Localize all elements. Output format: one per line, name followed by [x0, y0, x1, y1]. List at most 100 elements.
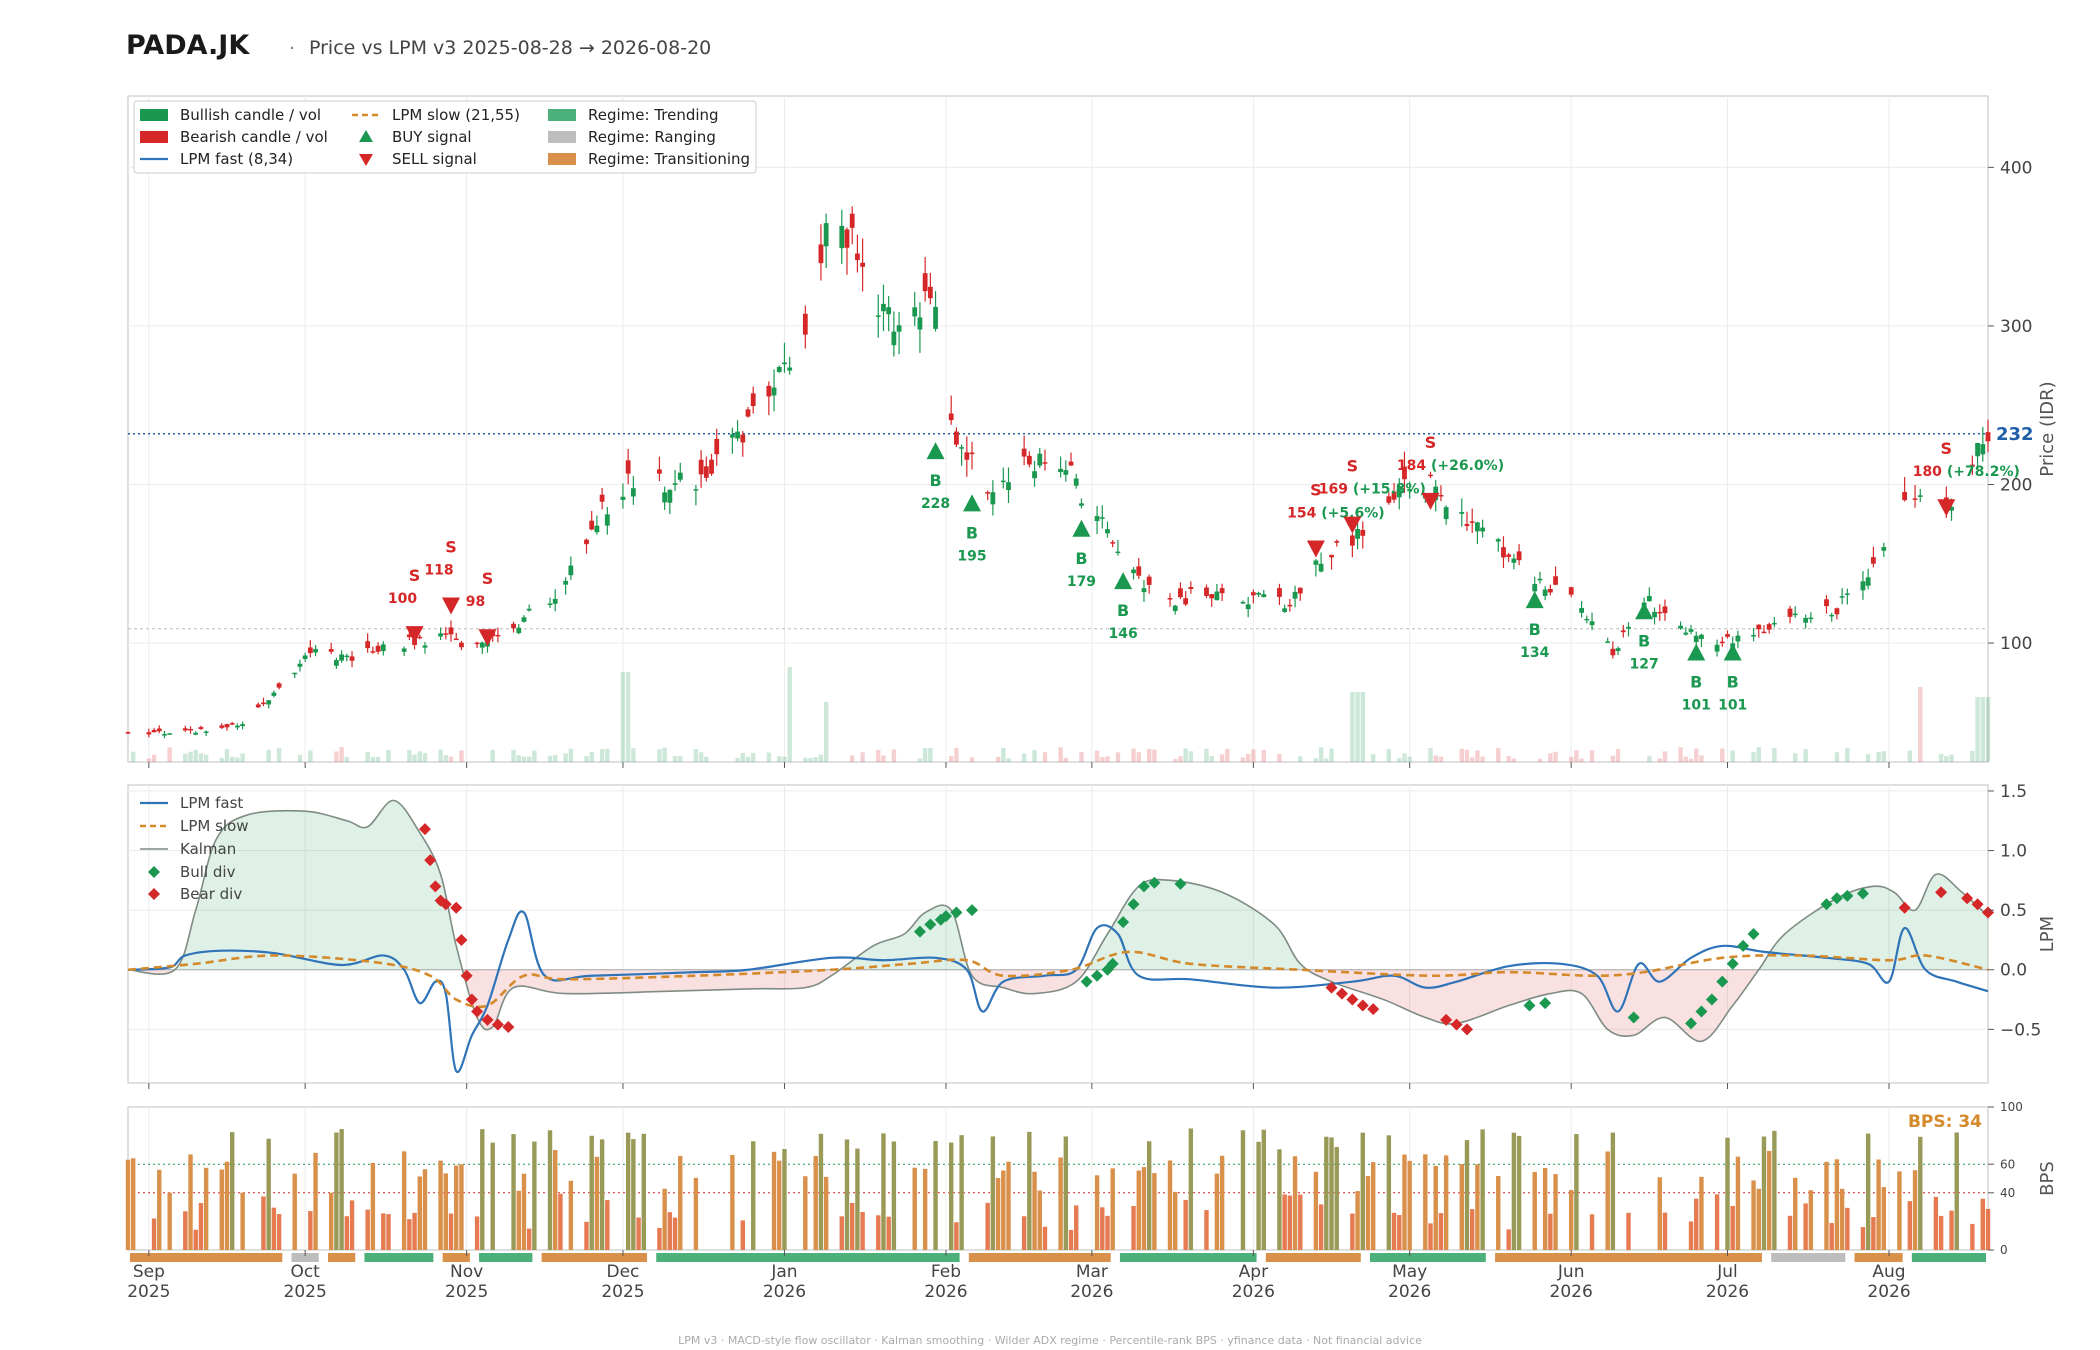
regime-bar [1771, 1253, 1846, 1262]
volume-bar [1225, 748, 1230, 762]
candle-body [1902, 491, 1908, 501]
candle-body [657, 469, 662, 474]
bps-bar [1032, 1171, 1037, 1250]
candle-body [818, 244, 824, 264]
volume-bar [1006, 758, 1011, 762]
candle-body [516, 627, 522, 634]
candle-body [948, 413, 954, 421]
candle-body [875, 315, 881, 317]
volume-bar [1918, 687, 1923, 762]
bps-bar [730, 1154, 735, 1250]
volume-bar [1980, 697, 1985, 762]
bps-bar [1756, 1188, 1761, 1250]
xtick-year: 2026 [1388, 1282, 1431, 1302]
bps-bar [203, 1167, 209, 1250]
bps-bar [777, 1160, 782, 1250]
candle-body [1355, 529, 1360, 539]
candle-body [1870, 557, 1876, 564]
volume-bar [698, 752, 704, 762]
candle-body [1646, 595, 1652, 602]
candle-body [1771, 622, 1777, 625]
candle-body [985, 492, 991, 494]
xtick-month: Sep [133, 1262, 165, 1282]
candle-body [802, 313, 808, 335]
candle-body [1516, 551, 1522, 561]
sell-signal-letter: S [409, 566, 421, 585]
bps-bar [1355, 1191, 1360, 1250]
candle-body [235, 725, 240, 728]
volume-bar [1985, 697, 1991, 762]
bps-bar [568, 1180, 574, 1250]
candle-body [229, 723, 235, 725]
volume-bar [740, 753, 745, 762]
bps-bar [959, 1135, 964, 1250]
candle-body [1761, 631, 1767, 634]
volume-bar [1537, 758, 1543, 762]
candle-body [1183, 598, 1189, 605]
volume-bar [1506, 756, 1511, 762]
volume-bar [1105, 756, 1110, 762]
candle-body [1464, 523, 1470, 527]
bps-bar [344, 1216, 350, 1250]
candle-body [927, 286, 933, 299]
candle-body [1245, 604, 1251, 610]
regime-bar [541, 1253, 648, 1262]
price-plot-area [127, 95, 1989, 763]
volume-bar [1277, 753, 1282, 762]
bps-bar [844, 1139, 850, 1250]
bps-bar [261, 1196, 266, 1250]
candle-body [1980, 444, 1986, 455]
bps-bar [1324, 1136, 1329, 1250]
candle-body [881, 303, 886, 312]
candle-body [1428, 474, 1433, 477]
candle-body [630, 488, 636, 497]
bear-div-marker [1450, 1018, 1463, 1031]
candle-body [1209, 594, 1215, 599]
bps-bar [1001, 1170, 1006, 1250]
bps-bar [490, 1142, 495, 1250]
volume-bar [1042, 752, 1048, 762]
buy-signal-price: 228 [921, 496, 950, 512]
bps-bar [1912, 1170, 1918, 1250]
bps-bar [547, 1130, 553, 1250]
candle-body [1240, 601, 1246, 604]
volume-bar [1683, 756, 1689, 762]
bps-bar [1110, 1168, 1115, 1250]
candle-body [1329, 554, 1334, 558]
volume-bar [922, 748, 928, 762]
volume-bar [1568, 756, 1574, 762]
volume-bar [881, 755, 886, 762]
lpm-legend-swatch [148, 888, 160, 900]
bps-bar [386, 1214, 391, 1250]
bull-div-marker [1685, 1017, 1698, 1030]
lpm-plot-area [127, 784, 1989, 1084]
candle-body [1318, 563, 1324, 572]
volume-bar [1251, 749, 1256, 762]
volume-bar [308, 750, 313, 762]
candle-body [1792, 613, 1798, 616]
candle-body [787, 367, 793, 371]
volume-bar [1881, 751, 1886, 762]
bull-div-marker [1695, 1005, 1708, 1018]
bps-bar [480, 1129, 485, 1250]
bps-bar [1949, 1210, 1954, 1250]
volume-bar [276, 747, 282, 762]
volume-bar [1730, 750, 1735, 762]
bps-bar [678, 1155, 683, 1250]
bps-bar [740, 1220, 745, 1250]
volume-bar [1589, 750, 1595, 762]
bps-bar [526, 1228, 532, 1250]
volume-bar [1079, 752, 1084, 762]
bps-bar [224, 1161, 230, 1250]
volume-bar [1324, 758, 1329, 762]
regime-bar [968, 1253, 1111, 1262]
candle-body [474, 642, 480, 645]
candle-body [526, 608, 532, 611]
bps-bar [1334, 1146, 1339, 1250]
bps-bar [454, 1165, 459, 1250]
candle-body [1985, 432, 1991, 442]
candle-body [219, 725, 225, 728]
xtick-month: Mar [1076, 1262, 1108, 1282]
bps-bar [1803, 1203, 1808, 1250]
bps-bar [1824, 1161, 1829, 1250]
